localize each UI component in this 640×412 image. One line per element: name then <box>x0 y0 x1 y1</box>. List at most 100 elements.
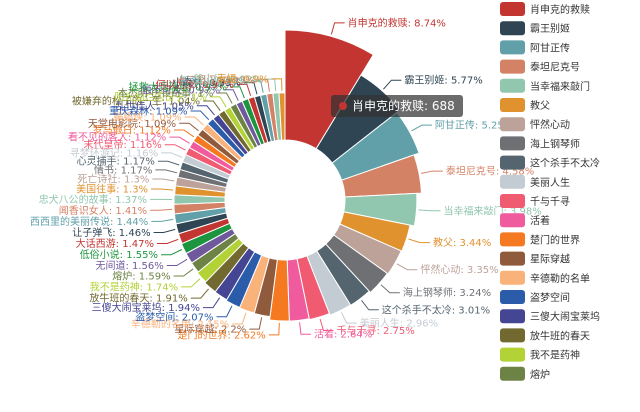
slice-7[interactable] <box>333 223 402 275</box>
slice-label-5: 当幸福来敲门: 3.98% <box>443 204 541 217</box>
slice-label-39: 乱世佳人: 1.05% <box>116 99 194 112</box>
legend-swatch <box>500 194 525 208</box>
legend-item[interactable]: 海上钢琴师 <box>500 136 580 151</box>
legend-swatch <box>500 309 525 324</box>
legend-label: 三傻大闹宝莱坞 <box>530 310 600 323</box>
slice-label-17: 三傻大闹宝莱坞: 1.94% <box>92 301 200 314</box>
slice-13[interactable] <box>269 258 290 322</box>
slice-label-12: 活着: 2.64% <box>314 328 372 341</box>
legend-label: 楚门的世界 <box>530 233 580 246</box>
leader-line-7 <box>396 263 418 271</box>
legend-item[interactable]: 泰坦尼克号 <box>500 59 580 74</box>
legend: 肖申克的救赎霸王别姬阿甘正传泰坦尼克号当幸福来敲门教父怦然心动海上钢琴师这个杀手… <box>500 2 600 381</box>
slice-1[interactable] <box>284 29 374 150</box>
slice-label-27: 忠犬八公的故事: 1.37% <box>39 193 147 206</box>
legend-swatch <box>500 21 525 36</box>
slice-18[interactable] <box>204 242 250 293</box>
leader-line-13 <box>268 322 280 336</box>
leader-line-43 <box>223 89 239 101</box>
tooltip-separator: : <box>424 99 432 113</box>
leader-line-33 <box>164 144 186 151</box>
slice-label-11: 千与千寻: 2.75% <box>336 325 414 337</box>
leader-line-48 <box>257 79 270 92</box>
leader-line-5 <box>418 209 441 212</box>
legend-swatch <box>500 232 525 247</box>
slice-label-32: 寻梦环游记: 1.16% <box>70 146 158 159</box>
slice-label-40: 被嫌弃的松子的一生: 1.04% <box>72 94 200 107</box>
legend-item[interactable]: 放牛班的春天 <box>500 328 590 343</box>
slice-11[interactable] <box>296 255 331 321</box>
legend-swatch <box>500 59 525 74</box>
slice-label-37: 蝙蝠侠: 1.09% <box>113 110 181 123</box>
slice-22[interactable] <box>180 222 233 255</box>
legend-item[interactable]: 盗梦空间 <box>500 290 570 304</box>
legend-item[interactable]: 当幸福来敲门 <box>500 78 590 93</box>
legend-item[interactable]: 辛德勒的名单 <box>500 270 590 285</box>
tooltip-series-name: 肖申克的救赎 <box>352 99 425 113</box>
leader-line-36 <box>179 122 199 132</box>
legend-item[interactable]: 活着 <box>500 213 550 228</box>
slice-19[interactable] <box>196 237 244 283</box>
legend-label: 这个杀手不太冷 <box>530 157 600 170</box>
legend-label: 泰坦尼克号 <box>530 61 580 74</box>
legend-item[interactable]: 美丽人生 <box>500 174 570 189</box>
legend-label: 熔炉 <box>530 368 550 381</box>
leader-line-11 <box>319 318 334 331</box>
leader-line-41 <box>209 96 227 108</box>
leader-line-18 <box>190 288 209 299</box>
slice-8[interactable] <box>325 234 389 294</box>
leader-line-50 <box>271 78 283 91</box>
slice-6[interactable] <box>339 211 411 252</box>
slice-label-49: 釜山行: 0.92% <box>193 73 261 86</box>
slice-label-33: 末代皇帝: 1.16% <box>83 138 161 151</box>
leader-line-21 <box>166 258 188 267</box>
leader-line-19 <box>181 278 201 288</box>
leader-line-3 <box>411 124 432 132</box>
legend-item[interactable]: 这个杀手不太冷 <box>500 155 600 170</box>
legend-swatch <box>500 290 525 304</box>
legend-item[interactable]: 星际穿越 <box>500 251 570 266</box>
leader-line-4 <box>421 170 443 174</box>
slice-4[interactable] <box>341 154 423 198</box>
legend-item[interactable]: 肖申克的救赎 <box>500 2 590 16</box>
slice-label-22: 低俗小说: 1.55% <box>80 248 158 261</box>
legend-swatch <box>500 366 525 381</box>
slice-10[interactable] <box>306 250 352 316</box>
legend-item[interactable]: 熔炉 <box>500 366 550 381</box>
legend-swatch <box>500 117 525 132</box>
slice-label-21: 无间道: 1.56% <box>95 259 163 272</box>
legend-label: 肖申克的救赎 <box>530 3 590 16</box>
legend-item[interactable]: 怦然心动 <box>500 117 570 132</box>
legend-item[interactable]: 千与千寻 <box>500 194 570 208</box>
legend-item[interactable]: 三傻大闹宝莱坞 <box>500 309 600 324</box>
slice-15[interactable] <box>238 254 270 314</box>
leader-line-16 <box>216 305 233 318</box>
legend-item[interactable]: 我不是药神 <box>500 347 580 362</box>
slice-label-9: 这个杀手不太冷: 3.01% <box>382 303 490 316</box>
legend-label: 星际穿越 <box>530 253 570 266</box>
legend-swatch <box>500 328 525 343</box>
legend-label: 海上钢琴师 <box>530 137 580 150</box>
leader-line-9 <box>361 299 379 311</box>
slice-27[interactable] <box>173 194 226 205</box>
legend-swatch <box>500 174 525 189</box>
slice-5[interactable] <box>343 192 418 227</box>
leader-line-17 <box>202 297 221 309</box>
slice-label-29: 死亡诗社: 1.3% <box>77 173 149 186</box>
legend-label: 阿甘正传 <box>530 41 570 54</box>
legend-label: 美丽人生 <box>530 176 570 189</box>
legend-item[interactable]: 楚门的世界 <box>500 232 580 247</box>
slice-29[interactable] <box>174 176 227 193</box>
slice-label-3: 阿甘正传: 5.25% <box>435 119 513 132</box>
leader-line-24 <box>153 228 176 234</box>
legend-item[interactable]: 阿甘正传 <box>500 40 570 55</box>
slice-label-48: 十二怒汉: 0.93% <box>176 73 254 86</box>
slice-label-38: 重庆森林: 1.09% <box>109 104 187 117</box>
slice-label-8: 海上钢琴师: 3.24% <box>403 286 491 299</box>
slice-16[interactable] <box>225 251 263 309</box>
legend-item[interactable]: 霸王别姬 <box>500 21 570 36</box>
slice-50[interactable] <box>278 92 286 141</box>
legend-swatch <box>500 136 525 151</box>
legend-item[interactable]: 教父 <box>500 98 550 112</box>
